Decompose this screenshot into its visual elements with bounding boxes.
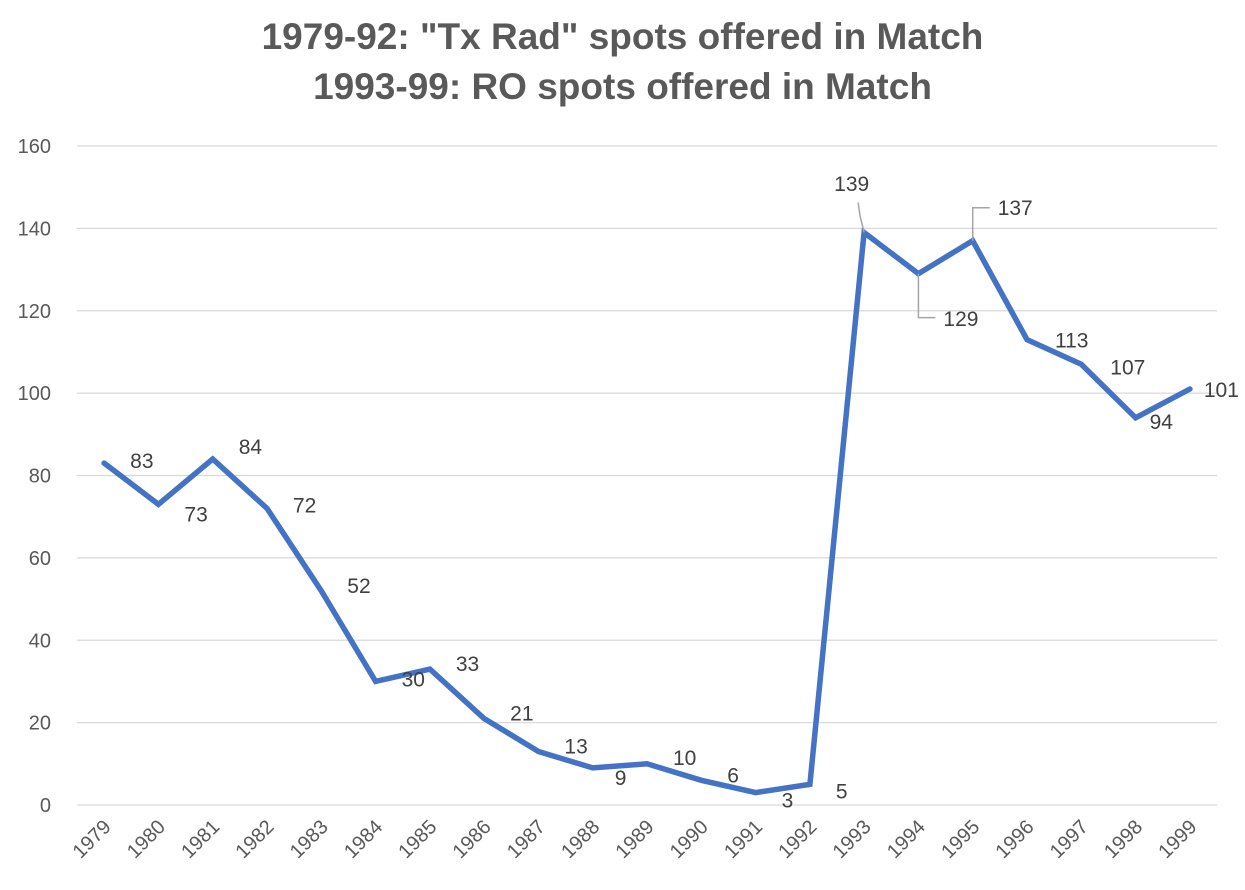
data-label-1979: 83 (130, 450, 153, 473)
y-tick-label-80: 80 (29, 466, 51, 488)
chart-title-line-1: 1979-92: "Tx Rad" spots offered in Match (261, 16, 984, 57)
y-tick-label-120: 120 (18, 301, 51, 323)
x-tick-label-1988: 1988 (557, 816, 604, 863)
x-tick-label-1998: 1998 (1100, 816, 1147, 863)
x-tick-label-1983: 1983 (286, 816, 333, 863)
x-tick-label-1999: 1999 (1154, 816, 1201, 863)
data-label-1980: 73 (184, 503, 207, 526)
y-tick-label-100: 100 (18, 383, 51, 405)
data-label-1984: 30 (402, 668, 425, 691)
x-tick-label-1996: 1996 (992, 816, 1039, 863)
x-tick-label-1984: 1984 (340, 816, 387, 863)
x-tick-label-1981: 1981 (177, 816, 224, 863)
y-tick-label-140: 140 (18, 218, 51, 240)
x-tick-label-1980: 1980 (123, 816, 170, 863)
data-label-1990: 6 (727, 764, 739, 787)
x-tick-label-1982: 1982 (232, 816, 279, 863)
x-tick-label-1990: 1990 (666, 816, 713, 863)
leader-line-1993 (857, 202, 865, 233)
y-tick-label-160: 160 (18, 136, 51, 158)
x-tick-label-1987: 1987 (503, 816, 550, 863)
x-tick-label-1992: 1992 (774, 816, 821, 863)
data-label-1999: 101 (1204, 379, 1239, 402)
chart-title-line-2: 1993-99: RO spots offered in Match (313, 66, 932, 107)
x-tick-label-1993: 1993 (829, 816, 876, 863)
data-label-1987: 13 (564, 735, 587, 758)
data-label-1982: 72 (293, 494, 316, 517)
x-tick-label-1994: 1994 (883, 816, 930, 863)
data-label-1992: 5 (836, 780, 848, 803)
data-label-1996: 113 (1055, 330, 1088, 353)
data-label-1991: 3 (782, 790, 794, 813)
data-label-1986: 21 (510, 703, 533, 726)
data-label-1989: 10 (673, 747, 696, 770)
x-tick-label-1991: 1991 (720, 816, 767, 863)
x-tick-label-1985: 1985 (394, 816, 441, 863)
data-label-1994: 129 (943, 308, 978, 331)
data-label-1985: 33 (456, 653, 479, 676)
y-tick-label-40: 40 (29, 630, 51, 652)
data-label-1997: 107 (1110, 356, 1145, 379)
x-tick-label-1989: 1989 (612, 816, 659, 863)
y-tick-label-0: 0 (40, 795, 51, 817)
data-label-1998: 94 (1150, 411, 1174, 434)
x-tick-label-1986: 1986 (449, 816, 496, 863)
data-label-1993: 139 (834, 173, 869, 196)
data-label-1981: 84 (239, 436, 263, 459)
leader-line-1995 (971, 206, 990, 241)
data-label-1988: 9 (615, 767, 627, 790)
x-tick-label-1995: 1995 (937, 816, 984, 863)
y-tick-label-20: 20 (29, 713, 51, 735)
x-tick-label-1979: 1979 (69, 816, 116, 863)
data-label-1983: 52 (347, 575, 370, 598)
x-tick-label-1997: 1997 (1046, 816, 1093, 863)
leader-line-1994 (917, 273, 936, 319)
series-line (101, 227, 1193, 796)
data-label-1995: 137 (998, 197, 1033, 220)
y-tick-label-60: 60 (29, 548, 51, 570)
